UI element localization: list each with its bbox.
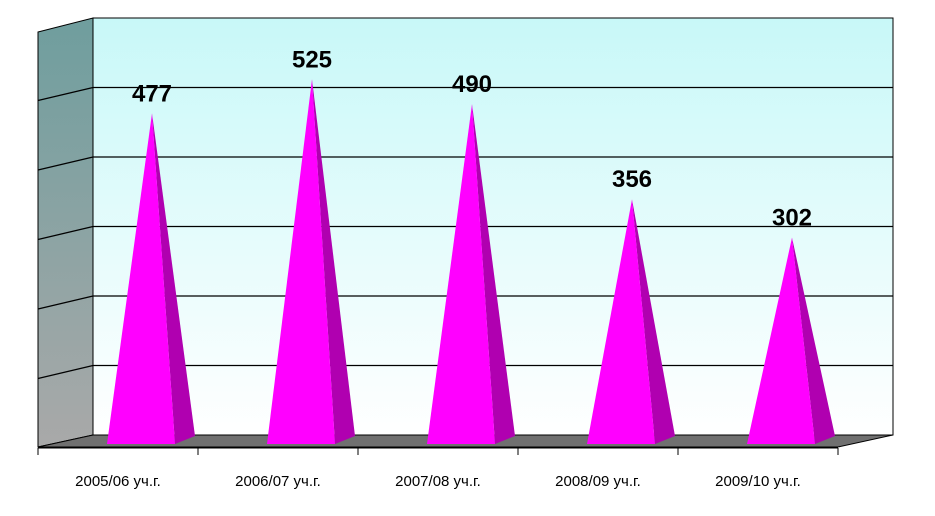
pyramid-bar-side (632, 199, 675, 444)
x-tick-label: 2006/07 уч.г. (235, 473, 321, 490)
pyramid-bar-side (312, 79, 355, 444)
x-tick-label: 2009/10 уч.г. (715, 473, 801, 490)
x-tick-label: 2005/06 уч.г. (75, 473, 161, 490)
gridline-side (37, 225, 94, 241)
pyramid-bar (587, 199, 655, 444)
data-label: 490 (452, 71, 492, 98)
gridline-side (37, 364, 94, 380)
x-tick-label: 2007/08 уч.г. (395, 473, 481, 490)
gridline-side (37, 86, 94, 102)
data-label: 525 (292, 46, 332, 73)
gridline-side (37, 156, 94, 171)
pyramid-bar (267, 79, 335, 444)
pyramid-bar-side (152, 113, 195, 444)
pyramid-bar (427, 104, 495, 444)
x-tick-label: 2008/09 уч.г. (555, 473, 641, 490)
pyramid-bar (747, 237, 815, 444)
pyramid-bar-side (792, 237, 835, 444)
data-label: 477 (132, 80, 172, 107)
data-label: 356 (612, 166, 652, 193)
pyramid-bar-side (472, 104, 515, 444)
gridline-side (37, 295, 94, 310)
data-label: 302 (772, 205, 812, 232)
pyramid-bar (107, 113, 175, 444)
